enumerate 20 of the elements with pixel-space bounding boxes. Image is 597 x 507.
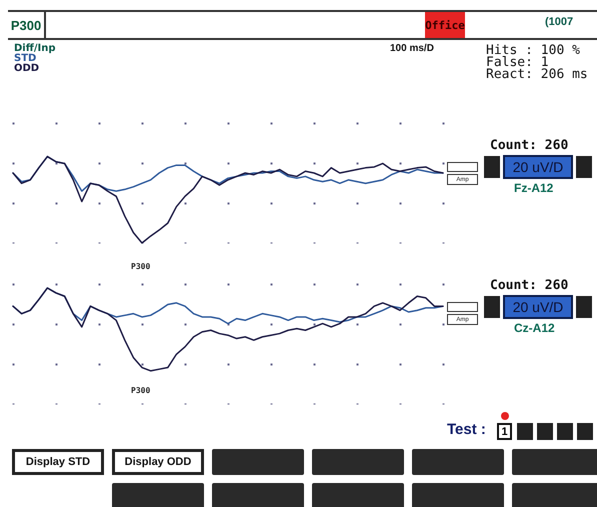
- text: Count: 260: [490, 278, 568, 293]
- text: Display STD: [12, 449, 104, 475]
- legend-title: Diff/Inp: [14, 43, 56, 54]
- text: Fz-A12: [514, 181, 554, 195]
- text: Office: [425, 12, 465, 38]
- text: (1007: [545, 16, 574, 28]
- text: 1: [497, 423, 512, 440]
- text: STD: [14, 53, 36, 64]
- chart-title: P300: [8, 12, 46, 38]
- text: 20 uV/D: [503, 155, 573, 179]
- text: 100 ms/D: [390, 43, 434, 54]
- text: React: 206 ms: [486, 67, 588, 82]
- text: Count: 260: [490, 138, 568, 153]
- text: Display ODD: [112, 449, 204, 475]
- text: P300: [131, 386, 150, 395]
- text: Cz-A12: [514, 321, 555, 335]
- text: 20 uV/D: [503, 295, 573, 319]
- text: P300: [131, 262, 150, 271]
- text: ODD: [14, 63, 40, 74]
- text: Test :: [447, 421, 486, 438]
